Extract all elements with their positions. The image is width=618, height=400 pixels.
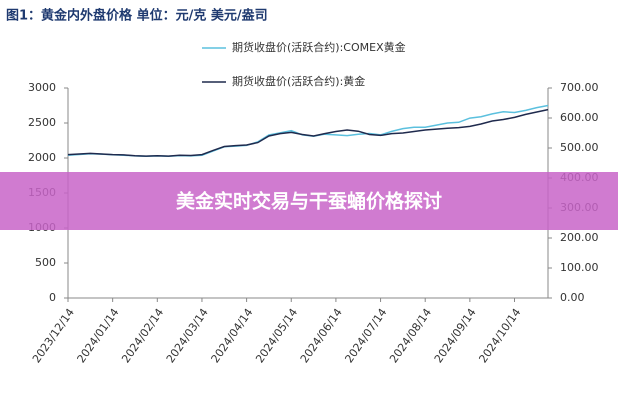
y-tick-label: 0: [49, 291, 56, 304]
banner-text: 美金实时交易与干蚕蛹价格探讨: [176, 190, 442, 213]
y-tick-label: 2500: [28, 116, 56, 129]
y2-tick-label: 100.00: [560, 261, 599, 274]
banner: [0, 172, 618, 230]
y-tick-label: 500: [35, 256, 56, 269]
y2-tick-label: 500.00: [560, 141, 599, 154]
chart-title: 图1：黄金内外盘价格 单位：元/克 美元/盎司: [6, 8, 268, 24]
y2-tick-label: 700.00: [560, 81, 599, 94]
series-line: [67, 108, 549, 157]
y-tick-label: 3000: [28, 81, 56, 94]
y2-tick-label: 0.00: [560, 291, 585, 304]
y-tick-label: 2000: [28, 151, 56, 164]
legend-label: 期货收盘价(活跃合约):黄金: [232, 74, 365, 88]
y2-tick-label: 600.00: [560, 111, 599, 124]
legend-label: 期货收盘价(活跃合约):COMEX黄金: [232, 40, 406, 54]
y2-tick-label: 200.00: [560, 231, 599, 244]
